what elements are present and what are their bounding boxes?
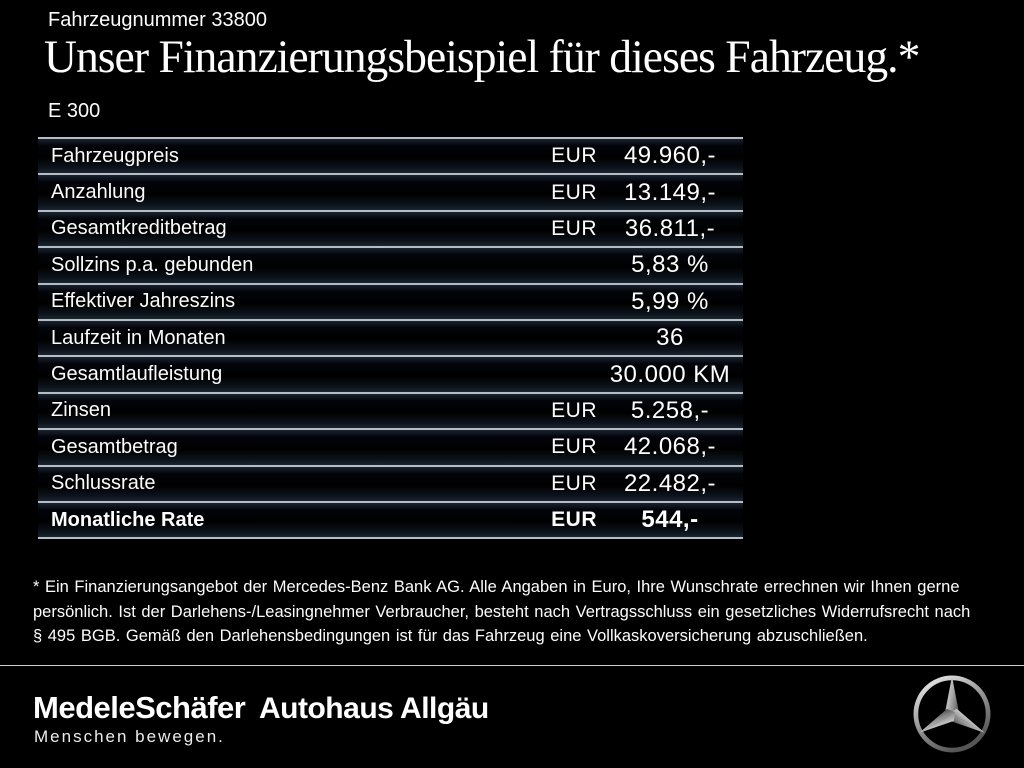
row-currency: EUR (551, 471, 597, 495)
row-label: Anzahlung (51, 181, 146, 204)
row-value: 30.000 KM (609, 360, 731, 388)
row-value: 36.811,- (624, 214, 716, 242)
row-label: Gesamtlaufleistung (51, 363, 223, 386)
table-row: Anzahlung EUR 13.149,- (38, 175, 743, 212)
table-row: Gesamtkreditbetrag EUR 36.811,- (38, 211, 743, 249)
dealer-logo-autohaus-allgaeu: Autohaus Allgäu (259, 692, 489, 725)
row-value: 5.258,- (630, 396, 710, 424)
table-row-monthly-rate: Monatliche Rate EUR 544,- (38, 502, 743, 540)
row-label: Effektiver Jahreszins (51, 290, 236, 313)
row-value: 42.068,- (623, 433, 717, 461)
footer-divider (0, 665, 1024, 666)
footnote-line: persönlich. Ist der Darlehens-/Leasingne… (33, 602, 971, 621)
row-value: 5,83 % (631, 251, 709, 279)
row-currency: EUR (551, 508, 597, 532)
row-label: Fahrzeugpreis (51, 144, 179, 167)
row-currency: EUR (551, 144, 597, 168)
financing-table: Fahrzeugpreis EUR 49.960,- Anzahlung EUR… (38, 137, 743, 540)
table-row: Gesamtlaufleistung 30.000 KM (38, 357, 743, 394)
row-value: 544,- (641, 506, 699, 534)
row-value: 22.482,- (623, 469, 717, 497)
table-row: Laufzeit in Monaten 36 (38, 320, 743, 358)
row-value: 5,99 % (631, 287, 709, 315)
row-currency: EUR (551, 216, 597, 240)
row-currency: EUR (551, 398, 597, 422)
footnote-line: * Ein Finanzierungsangebot der Mercedes-… (33, 578, 960, 596)
row-label: Zinsen (51, 399, 112, 422)
table-row: Sollzins p.a. gebunden 5,83 % (38, 248, 743, 285)
row-currency: EUR (551, 435, 597, 459)
model-name: E 300 (48, 100, 101, 122)
table-row: Zinsen EUR 5.258,- (38, 393, 743, 431)
row-value: 13.149,- (623, 178, 717, 206)
row-value: 36 (656, 324, 684, 352)
legal-footnote: * Ein Finanzierungsangebot der Mercedes-… (33, 575, 991, 649)
mercedes-star-icon (909, 671, 995, 757)
dealer-logo-medeleschaefer: MedeleSchäfer (33, 690, 246, 725)
row-label: Schlussrate (51, 472, 156, 495)
dealer-tagline: Menschen bewegen. (34, 727, 225, 746)
row-currency: EUR (551, 180, 597, 204)
footnote-line: § 495 BGB. Gemäß den Darlehensbedingunge… (33, 627, 868, 646)
row-label: Laufzeit in Monaten (51, 326, 226, 349)
row-value: 49.960,- (623, 142, 717, 170)
footer: MedeleSchäfer Menschen bewegen. Autohaus… (0, 666, 1024, 768)
table-row: Fahrzeugpreis EUR 49.960,- (38, 139, 743, 176)
table-row: Effektiver Jahreszins 5,99 % (38, 284, 743, 321)
vehicle-number: Fahrzeugnummer 33800 (48, 9, 268, 31)
table-row: Gesamtbetrag EUR 42.068,- (38, 430, 743, 467)
page-title: Unser Finanzierungsbeispiel für dieses F… (44, 31, 920, 83)
row-label: Gesamtbetrag (51, 435, 178, 458)
row-label: Monatliche Rate (51, 508, 205, 531)
table-row: Schlussrate EUR 22.482,- (38, 466, 743, 503)
row-label: Sollzins p.a. gebunden (51, 253, 254, 276)
row-label: Gesamtkreditbetrag (51, 217, 227, 240)
